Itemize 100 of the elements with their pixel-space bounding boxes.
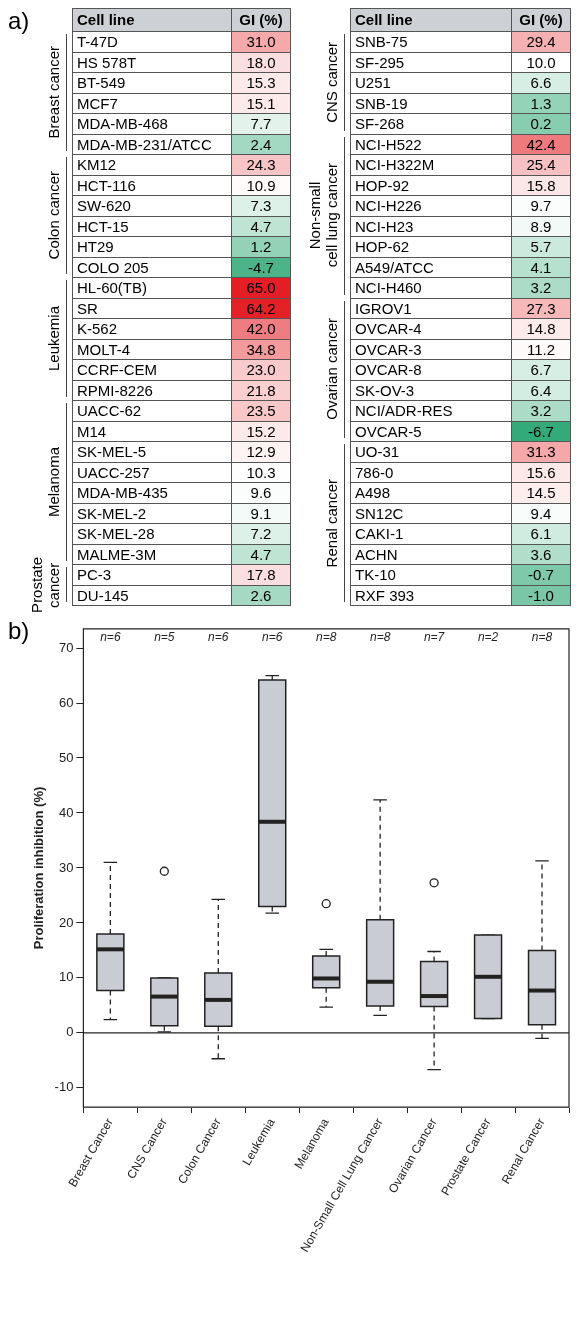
y-tick-label: PC-3 (72, 564, 232, 586)
y-tick-label: SK-MEL-28 (72, 523, 232, 545)
y-tick-label: A549/ATCC (350, 256, 512, 278)
data-label: 64.2 (231, 297, 291, 319)
y-tick-label: HOP-62 (350, 236, 512, 258)
data-label: 4.7 (231, 215, 291, 237)
text: CNS cancer (323, 41, 340, 123)
y-tick-label: RXF 393 (350, 584, 512, 606)
y-tick-label: RPMI-8226 (72, 379, 232, 401)
data-label: 9.1 (231, 502, 291, 524)
data-label: 14.5 (511, 482, 571, 504)
data-label: 12.9 (231, 441, 291, 463)
y-tick-label: 786-0 (350, 461, 512, 483)
data-label: 7.2 (231, 523, 291, 545)
data-label: 21.8 (231, 379, 291, 401)
y-tick-label: 10 (58, 969, 74, 985)
y-tick-label: OVCAR-8 (350, 359, 512, 381)
y-tick-label: MDA-MB-468 (72, 113, 232, 135)
y-tick-label: NCI/ADR-RES (350, 400, 512, 422)
y-tick-label: M14 (72, 420, 232, 442)
y-tick-label: ACHN (350, 543, 512, 565)
y-tick-label: MDA-MB-231/ATCC (72, 133, 232, 155)
y-tick-label: CAKI-1 (350, 523, 512, 545)
annotation: n=6 (100, 630, 121, 645)
x-tick-label: GI (%) (511, 8, 571, 32)
data-label: 7.7 (231, 113, 291, 135)
y-tick-label: HCT-15 (72, 215, 232, 237)
y-tick-label: SF-268 (350, 113, 512, 135)
y-tick-label: HS 578T (72, 51, 232, 73)
y-tick-label: MOLT-4 (72, 338, 232, 360)
data-label: 8.9 (511, 215, 571, 237)
y-tick-label: UACC-62 (72, 400, 232, 422)
data-label: 9.7 (511, 195, 571, 217)
y-tick-label: SN12C (350, 502, 512, 524)
y-tick-label: UO-31 (350, 441, 512, 463)
y-tick-label: SK-OV-3 (350, 379, 512, 401)
annotation: n=5 (154, 630, 175, 645)
text: Breast cancer (45, 46, 62, 139)
y-tick-label: SK-MEL-2 (72, 502, 232, 524)
data-label: 6.1 (511, 523, 571, 545)
data-label: 0.2 (511, 113, 571, 135)
y-tick-label: NCI-H226 (350, 195, 512, 217)
data-label: -4.7 (231, 256, 291, 278)
y-tick-label: COLO 205 (72, 256, 232, 278)
y-tick-label: HT29 (72, 236, 232, 258)
data-label: 10.0 (511, 51, 571, 73)
y-axis-title: Cell line (350, 8, 512, 32)
data-label: 23.0 (231, 359, 291, 381)
data-label: 10.9 (231, 174, 291, 196)
text: Colon cancer (45, 171, 62, 260)
y-tick-label: 0 (66, 1024, 74, 1040)
y-tick-label: MALME-3M (72, 543, 232, 565)
data-label: 24.3 (231, 154, 291, 176)
y-tick-label: MDA-MB-435 (72, 482, 232, 504)
y-tick-label: SR (72, 297, 232, 319)
data-label: 7.3 (231, 195, 291, 217)
data-label: 15.2 (231, 420, 291, 442)
data-label: 34.8 (231, 338, 291, 360)
y-tick-label: SNB-19 (350, 92, 512, 114)
data-label: 5.7 (511, 236, 571, 258)
data-label: 3.6 (511, 543, 571, 565)
data-label: 42.0 (231, 318, 291, 340)
y-tick-label: HCT-116 (72, 174, 232, 196)
data-label: 15.6 (511, 461, 571, 483)
x-tick-label: GI (%) (231, 8, 291, 32)
y-tick-label: NCI-H522 (350, 133, 512, 155)
y-axis-title: Proliferation inhibition (%) (31, 786, 47, 950)
chart-title: b) (8, 617, 30, 644)
text: a) (8, 7, 30, 34)
text: Leukemia (45, 305, 62, 372)
annotation: n=6 (262, 630, 283, 645)
data-label: 15.1 (231, 92, 291, 114)
y-tick-label: SK-MEL-5 (72, 441, 232, 463)
data-label: -0.7 (511, 564, 571, 586)
y-axis-title: Cell line (72, 8, 232, 32)
data-label: 6.6 (511, 72, 571, 94)
y-tick-label: K-562 (72, 318, 232, 340)
data-label: 9.4 (511, 502, 571, 524)
y-tick-label: HOP-92 (350, 174, 512, 196)
y-tick-label: 30 (58, 859, 74, 875)
annotation: n=7 (423, 630, 446, 645)
y-tick-label: -10 (54, 1079, 74, 1095)
data-label: 31.0 (231, 31, 291, 53)
data-label: 9.6 (231, 482, 291, 504)
annotation: n=8 (316, 630, 337, 645)
data-label: -6.7 (511, 420, 571, 442)
data-label: 65.0 (231, 277, 291, 299)
y-tick-label: KM12 (72, 154, 232, 176)
data-label: 1.2 (231, 236, 291, 258)
y-tick-label: 20 (58, 914, 74, 930)
data-label: 3.2 (511, 400, 571, 422)
data-label: 29.4 (511, 31, 571, 53)
data-label: 27.3 (511, 297, 571, 319)
data-label: 23.5 (231, 400, 291, 422)
data-label: 10.3 (231, 461, 291, 483)
annotation: n=8 (531, 630, 553, 645)
y-tick-label: OVCAR-5 (350, 420, 512, 442)
data-label: 14.8 (511, 318, 571, 340)
y-tick-label: DU-145 (72, 584, 232, 606)
annotation: n=6 (208, 630, 229, 645)
